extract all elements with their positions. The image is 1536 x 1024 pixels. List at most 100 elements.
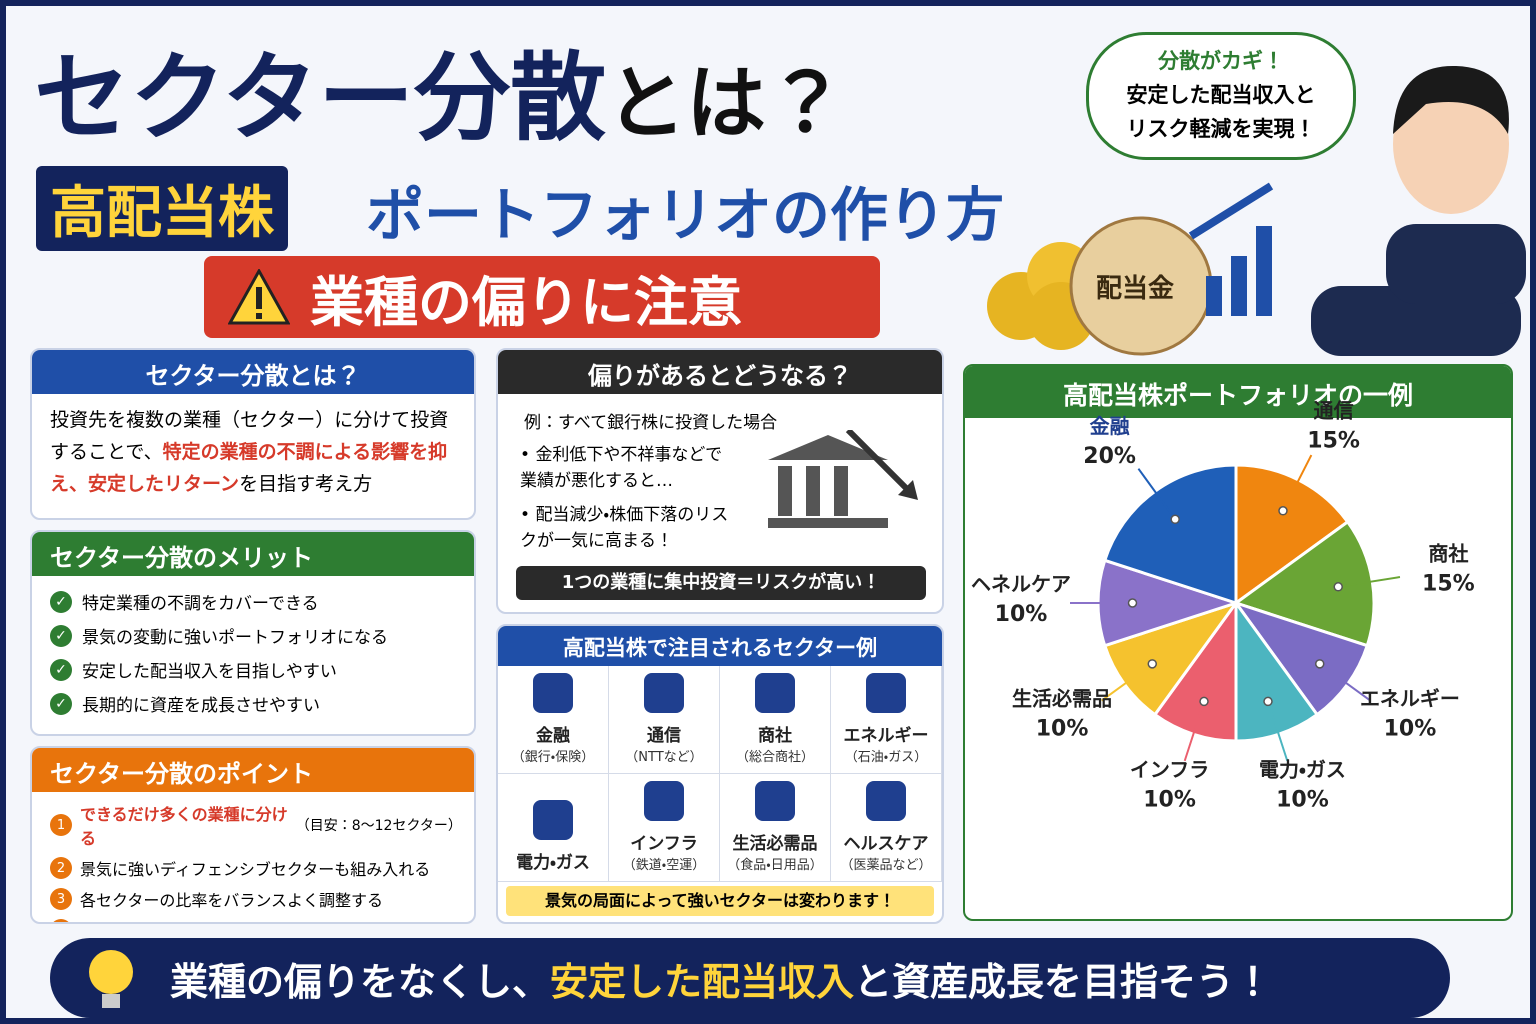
text: 特定業種の不調をカバーできる [82,594,319,614]
text: 長期的に資産を成長させやすい [82,696,320,716]
panel-heading: 偏りがあるとどうなる？ [498,350,942,394]
text: 金利低下や不祥事などで業績が悪化すると… [520,445,723,491]
merit-item: ✓ 安定した配当収入を目指しやすい [50,657,456,682]
point-item: 2 景気に強いディフェンシブセクターも組み入れる [50,856,456,880]
sector-name: エネルギー [843,726,929,746]
speech-bubble: 分散がカギ！ 安定した配当収入と リスク軽減を実現！ [1086,32,1356,160]
sector-name: 金融 [536,726,570,746]
panel-heading: セクター分散とは？ [32,350,474,394]
sector-cell: 生活必需品 （食品・日用品） [720,774,831,882]
slice-label: 商社 [1428,541,1468,565]
sector-cell: 金融 （銀行・保険） [498,666,609,774]
text-highlight: 特定の業種の不調による影響を抑え、安定したリターン [50,441,448,495]
text: 景気に強いディフェンシブセクターも組み入れる [80,860,431,879]
slice-value: 10% [1276,787,1329,812]
check-icon: ✓ [50,624,72,647]
sector-cell: エネルギー （石油・ガス） [831,666,942,774]
points-panel: セクター分散のポイント 1 できるだけ多くの業種に分ける （目安：8〜12セクター）… [30,746,476,924]
slice-label: 通信 [1314,398,1354,422]
slice-label: 金融 [1090,414,1130,438]
sector-note: （鉄道・空運） [622,858,706,873]
sector-icon [644,673,684,713]
bullet: • 配当減少・株価下落のリスクが一気に高まる！ [520,505,729,551]
character [1386,65,1526,304]
merit-item: ✓ 特定業種の不調をカバーできる [50,589,456,614]
sector-icon [644,781,684,821]
slice-value: 10% [1143,787,1196,812]
panel-heading: セクター分散のポイント [32,748,474,792]
leader-line [1101,663,1153,702]
slice-label: エネルギー [1360,687,1460,711]
leader-line [1319,663,1371,702]
check-icon: ✓ [50,692,72,715]
leader-dot [1314,659,1325,669]
leader-dot [1199,696,1209,707]
sector-name: 電力・ガス [516,853,590,873]
point-number: 4 [50,919,72,922]
point-number: 2 [50,857,72,879]
sector-icon [755,781,795,821]
illustration [987,182,1521,356]
text: を目指す考え方 [239,473,373,495]
check-icon: ✓ [50,590,72,613]
sector-cell: ヘルスケア （医薬品など） [831,774,942,882]
leader-dot [1263,696,1273,707]
title: セクター分散 [34,42,607,154]
conclusion: 1つの業種に集中投資＝リスクが高い！ [516,566,926,600]
bulb-icon [89,950,133,1008]
sector-note: （NTTなど） [625,750,703,765]
leader-line [1338,576,1401,588]
what-is-text: 投資先を複数の業種（セクター）に分けて投資することで、特定の業種の不調による影響… [32,394,474,510]
sector-cell: 通信 （NTTなど） [609,666,720,774]
text: と資産成長を目指そう！ [854,959,1273,1004]
check-icon: ✓ [50,658,72,681]
sector-name: 生活必需品 [732,834,818,854]
sector-note: （総合商社） [735,750,814,765]
bank-down-icon [768,430,918,528]
slice-value: 15% [1422,571,1475,596]
note: （目安：8〜12セクター） [295,818,462,834]
sector-icon [533,800,573,840]
point-item: 1 できるだけ多くの業種に分ける （目安：8〜12セクター） [50,801,462,849]
sector-grid: 金融 （銀行・保険） 通信 （NTTなど） 商社 （総合商社） エネルギー （石油・ガス） 電力… [498,666,942,882]
title-suffix: とは？ [606,57,847,150]
warning-banner: 業種の偏りに注意 [204,256,880,338]
warning-icon [228,269,290,325]
slice-label: 電力・ガス [1259,757,1346,781]
text: 景気の変動に強いポートフォリオになる [82,628,388,648]
leader-line [1137,468,1176,520]
sector-note: （医薬品など） [840,858,932,873]
sector-icon [533,673,573,713]
leader-dot [1127,598,1138,608]
text: 業種の偏りをなくし、 [170,959,551,1004]
sector-cell: 電力・ガス [498,774,609,882]
sectors-footer: 景気の局面によって強いセクターは変わります！ [506,886,934,916]
concentration-panel: 偏りがあるとどうなる？ 例：すべて銀行株に投資した場合 • 金利低下や不祥事など… [496,348,944,614]
title-row: セクター分散とは？ [34,20,846,159]
sector-name: 通信 [647,726,681,746]
merit-item: ✓ 長期的に資産を成長させやすい [50,691,456,716]
bubble-line: リスク軽減を実現！ [1126,117,1316,141]
warning-text: 業種の偏りに注意 [310,270,742,334]
bubble-line: 安定した配当収入と [1126,83,1316,107]
merits-list: ✓ 特定業種の不調をカバーできる ✓ 景気の変動に強いポートフォリオになる ✓ 安定した配… [32,576,474,729]
what-is-panel: セクター分散とは？ 投資先を複数の業種（セクター）に分けて投資することで、特定の… [30,348,476,520]
leader-line [1183,701,1205,762]
sector-note: （銀行・保険） [511,750,595,765]
point-number: 3 [50,888,72,910]
bullet: • 金利低下や不祥事などで業績が悪化すると… [520,445,723,491]
text-highlight: 安定した配当収入 [550,959,855,1004]
panel-heading: 高配当株ポートフォリオの一例 [965,366,1511,418]
point-item: 3 各セクターの比率をバランスよく調整する [50,887,456,911]
sector-name: 商社 [758,726,792,746]
sector-cell: 商社 （総合商社） [720,666,831,774]
slice-label: 生活必需品 [1012,687,1112,711]
leader-dot [1170,514,1180,525]
portfolio-panel: 高配当株ポートフォリオの一例 通信 15% 商社 15% エネルギー 10% 電力・ガス 10… [963,364,1513,921]
text: 投資先を複数の業種（セクター）に分けて投資することで、 [50,409,449,463]
point-number: 1 [50,814,72,836]
money-bag-label: 配当金 [1096,274,1175,304]
points-list: 1 できるだけ多くの業種に分ける （目安：8〜12セクター） 2 景気に強いディフェンシ… [32,792,474,922]
leader-line [1267,701,1289,762]
